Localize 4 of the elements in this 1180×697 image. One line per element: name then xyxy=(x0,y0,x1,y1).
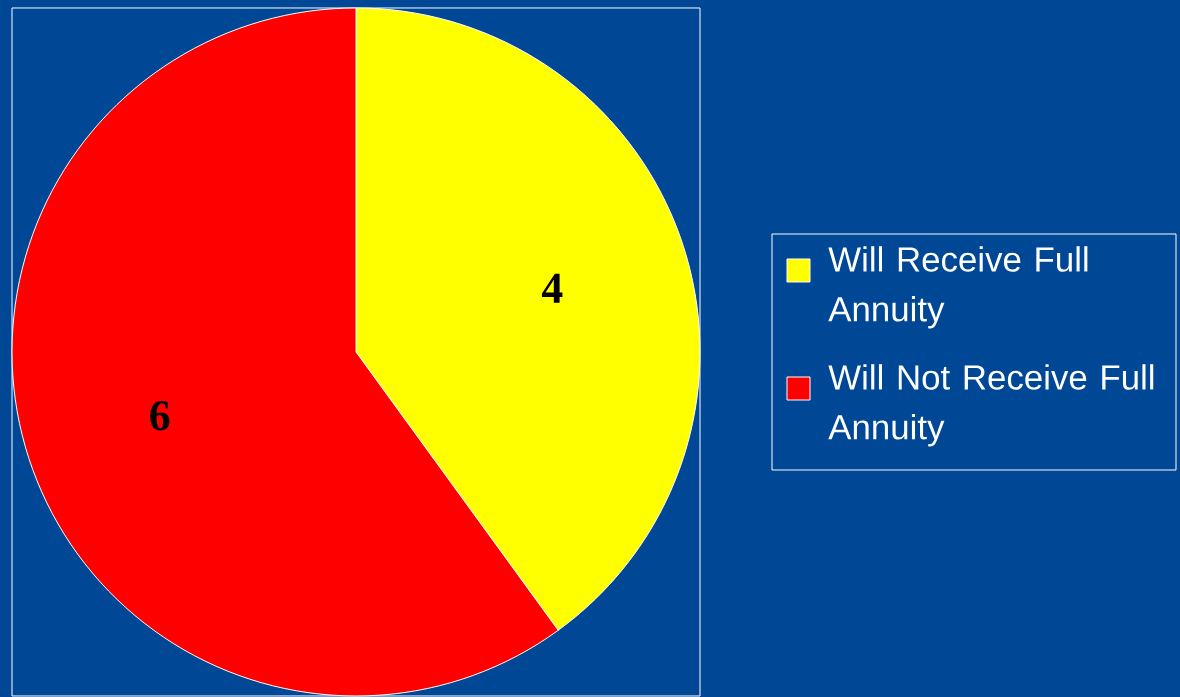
legend-label: Will Not Receive Full Annuity xyxy=(828,364,1154,447)
legend-label: Will Receive Full Annuity xyxy=(828,246,1088,329)
data-label: 6 xyxy=(150,401,170,431)
data-label: 4 xyxy=(541,273,563,303)
